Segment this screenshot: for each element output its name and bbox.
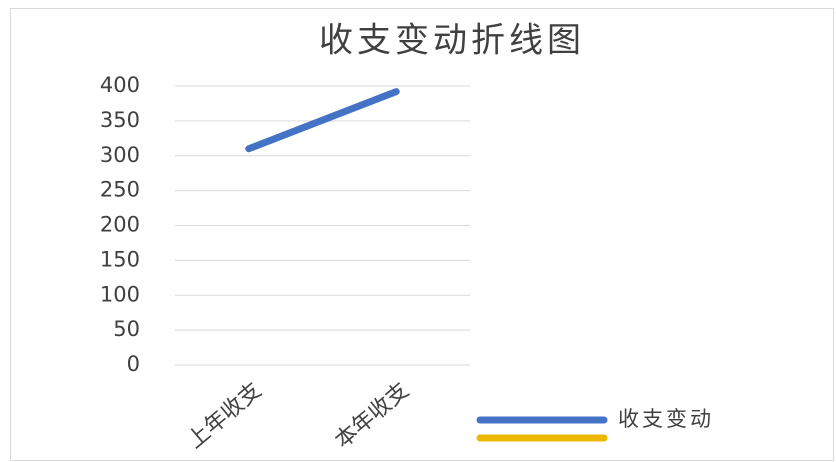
y-tick-label: 150 <box>100 247 140 271</box>
y-tick-label: 0 <box>127 352 140 376</box>
series-line <box>245 88 400 153</box>
y-tick-label: 100 <box>100 282 140 306</box>
y-tick-label: 200 <box>100 213 140 237</box>
x-tick-label: 本年收支 <box>330 378 413 454</box>
y-tick-label: 50 <box>113 317 140 341</box>
y-tick-label: 400 <box>100 73 140 97</box>
legend-label: 收支变动 <box>618 407 714 431</box>
x-tick-label: 上年收支 <box>183 378 266 454</box>
y-tick-label: 250 <box>100 178 140 202</box>
chart-title: 收支变动折线图 <box>319 21 585 61</box>
chart-border <box>10 8 834 461</box>
y-tick-label: 350 <box>100 108 140 132</box>
y-tick-label: 300 <box>100 143 140 167</box>
